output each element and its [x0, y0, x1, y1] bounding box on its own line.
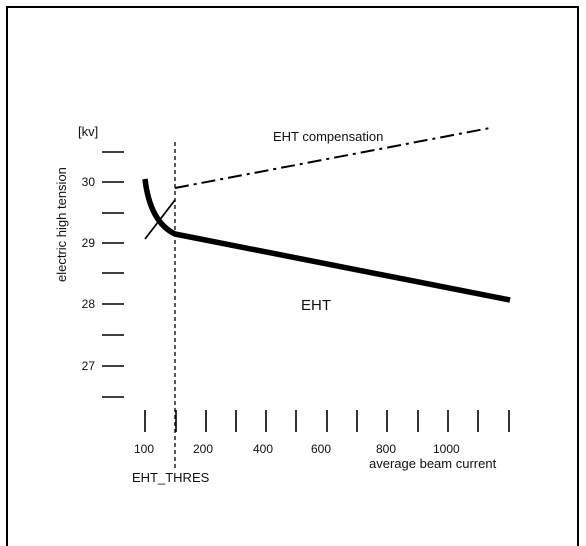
y-tick-label: 27 [82, 359, 96, 373]
x-tick-label: 400 [253, 442, 273, 456]
y-tick-label: 28 [82, 297, 96, 311]
y-tick-label: 30 [82, 175, 96, 189]
threshold-label: EHT_THRES [132, 470, 210, 485]
eht-line [142, 178, 511, 303]
y-ticks [102, 151, 124, 398]
y-tick-labels: 30 29 28 27 [82, 175, 96, 373]
x-tick-label: 100 [134, 442, 154, 456]
y-unit-label: [kv] [78, 124, 98, 139]
x-axis-title: average beam current [369, 456, 497, 471]
x-tick-label: 600 [311, 442, 331, 456]
y-axis-title: electric high tension [54, 167, 69, 282]
diagram-frame [6, 6, 579, 546]
x-tick-label: 1000 [433, 442, 460, 456]
y-tick-label: 29 [82, 236, 96, 250]
x-tick-labels: 100 200 400 600 800 1000 [134, 442, 460, 456]
x-tick-label: 800 [376, 442, 396, 456]
x-tick-label: 200 [193, 442, 213, 456]
x-ticks [144, 410, 510, 432]
eht-compensation-label: EHT compensation [273, 129, 383, 144]
eht-label: EHT [301, 297, 331, 314]
